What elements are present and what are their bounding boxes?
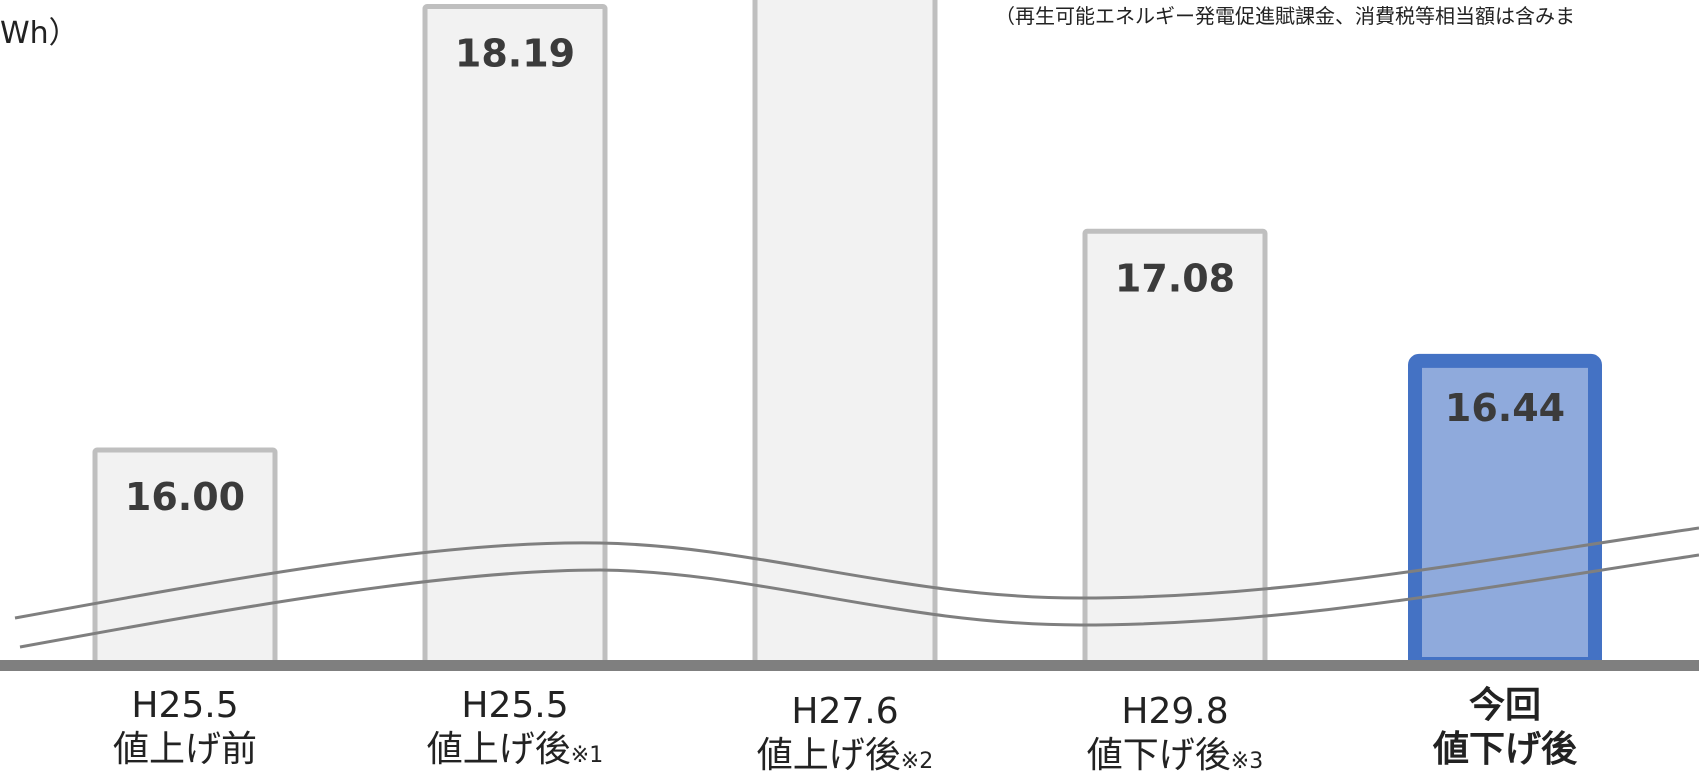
category-label-line1: H25.5 — [131, 685, 239, 726]
x-axis-baseline — [0, 660, 1699, 671]
bars-group — [92, 0, 1602, 671]
value-label-4: 17.08 — [1115, 256, 1235, 300]
unit-label: Wh） — [0, 16, 79, 51]
axis-break-line-upper — [14, 526, 1699, 620]
value-label-1: 16.00 — [125, 475, 245, 519]
category-label-line2: 値上げ後※2 — [756, 735, 934, 776]
category-label-line1: H25.5 — [461, 685, 569, 726]
category-label-line2: 値下げ後 — [1432, 729, 1577, 770]
footnote-mark: ※3 — [1230, 749, 1264, 774]
note-text: （再生可能エネルギー発電促進賦課金、消費税等相当額は含みま — [995, 4, 1575, 28]
category-label-5: 今回 値下げ後 — [1365, 684, 1645, 772]
category-label-2: H25.5 値上げ後※1 — [375, 684, 655, 772]
axis-break — [14, 526, 1699, 649]
value-label-5: 16.44 — [1445, 386, 1565, 430]
category-label-line2: 値上げ前 — [112, 729, 257, 770]
value-label-2: 18.19 — [455, 32, 575, 76]
footnote-mark: ※2 — [900, 749, 934, 774]
category-label-line2: 値下げ後※3 — [1086, 735, 1264, 776]
category-label-line1: H27.6 — [791, 691, 899, 732]
category-label-line1: H29.8 — [1121, 691, 1229, 732]
footnote-mark: ※1 — [570, 743, 604, 768]
category-label-line2: 値上げ後※1 — [426, 729, 604, 770]
category-label-3: H27.6 値上げ後※2 — [705, 690, 985, 778]
category-label-1: H25.5 値上げ前 — [45, 684, 325, 772]
category-label-line1: 今回 — [1468, 685, 1541, 726]
bar-2 — [422, 4, 608, 667]
axis-break-line-lower — [19, 553, 1699, 649]
category-label-4: H29.8 値下げ後※3 — [1035, 690, 1315, 778]
